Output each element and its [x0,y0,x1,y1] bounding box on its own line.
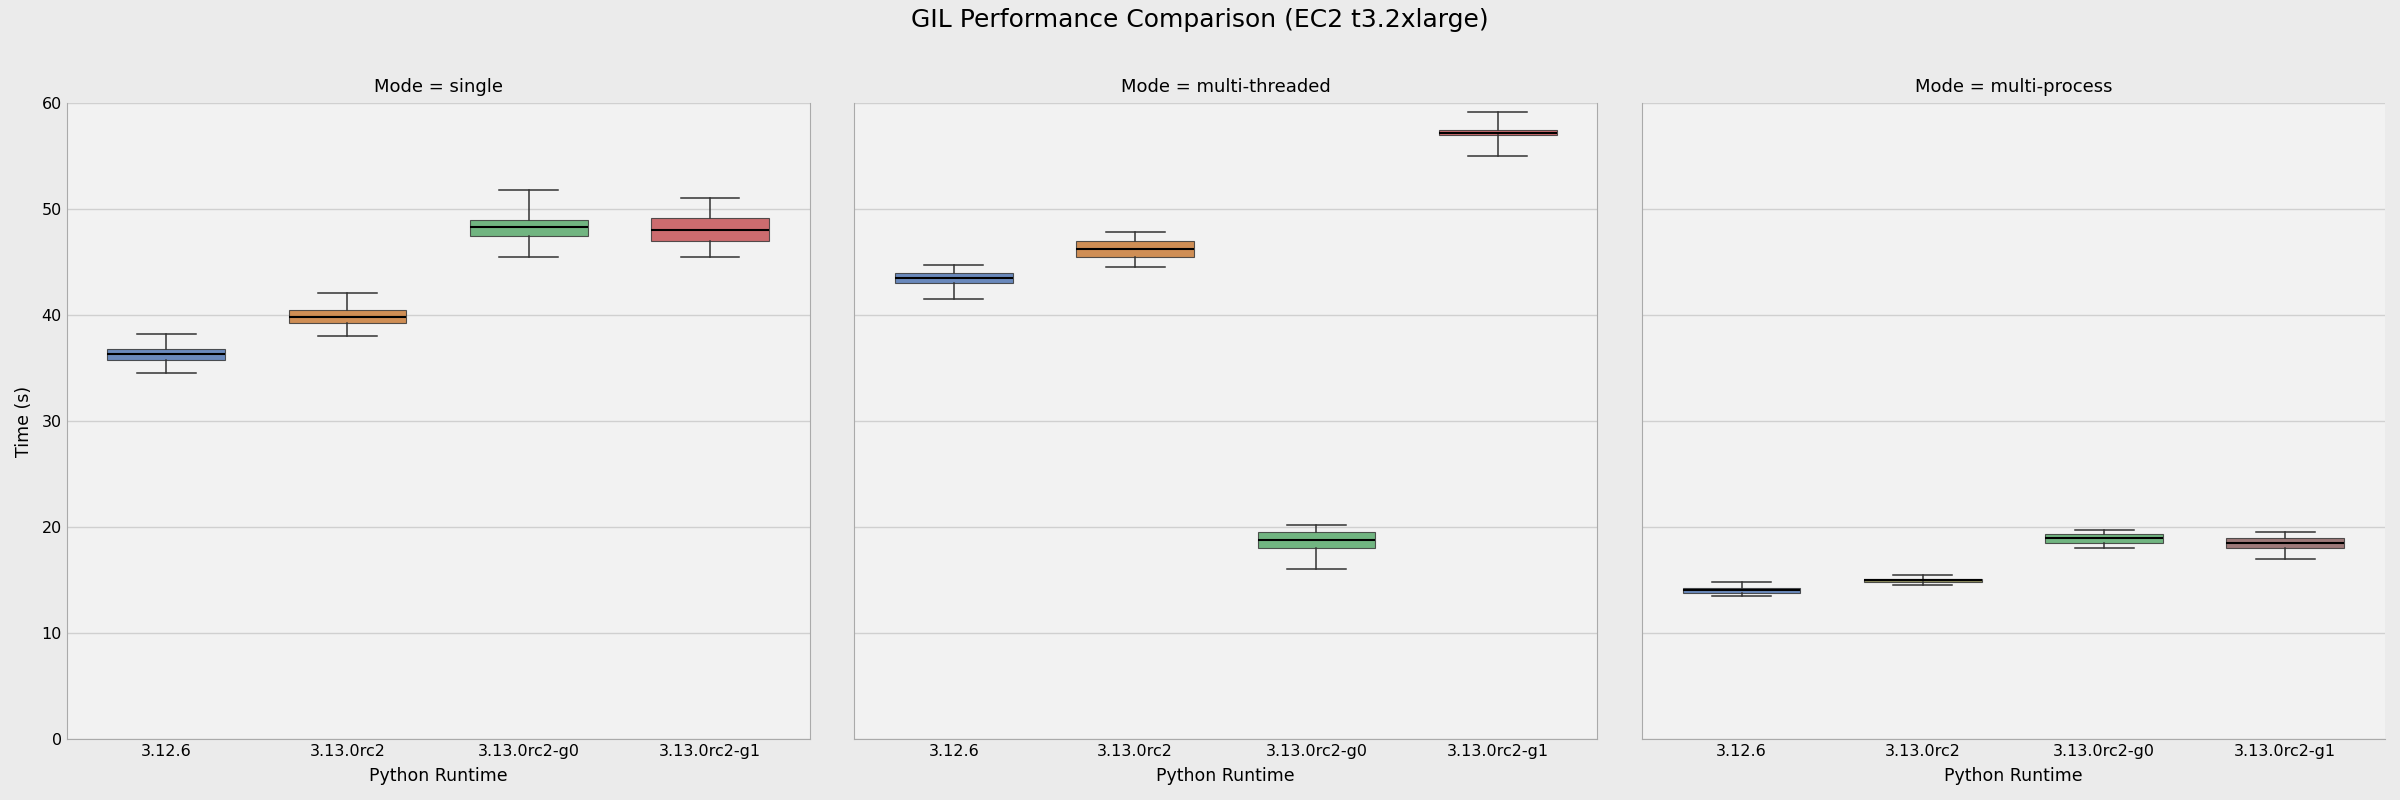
Title: Mode = single: Mode = single [374,78,502,96]
Title: Mode = multi-process: Mode = multi-process [1915,78,2112,96]
PathPatch shape [1865,579,1982,582]
PathPatch shape [1682,588,1800,593]
PathPatch shape [2045,534,2162,542]
Text: GIL Performance Comparison (EC2 t3.2xlarge): GIL Performance Comparison (EC2 t3.2xlar… [912,8,1488,32]
PathPatch shape [895,273,1013,283]
PathPatch shape [1438,130,1558,135]
PathPatch shape [470,220,588,235]
Y-axis label: Time (s): Time (s) [14,386,34,457]
PathPatch shape [1258,532,1375,548]
Title: Mode = multi-threaded: Mode = multi-threaded [1121,78,1330,96]
X-axis label: Python Runtime: Python Runtime [1944,767,2083,785]
PathPatch shape [108,349,226,359]
PathPatch shape [1075,241,1195,257]
X-axis label: Python Runtime: Python Runtime [370,767,506,785]
PathPatch shape [650,218,768,241]
PathPatch shape [288,310,406,323]
PathPatch shape [2227,538,2345,548]
X-axis label: Python Runtime: Python Runtime [1157,767,1296,785]
